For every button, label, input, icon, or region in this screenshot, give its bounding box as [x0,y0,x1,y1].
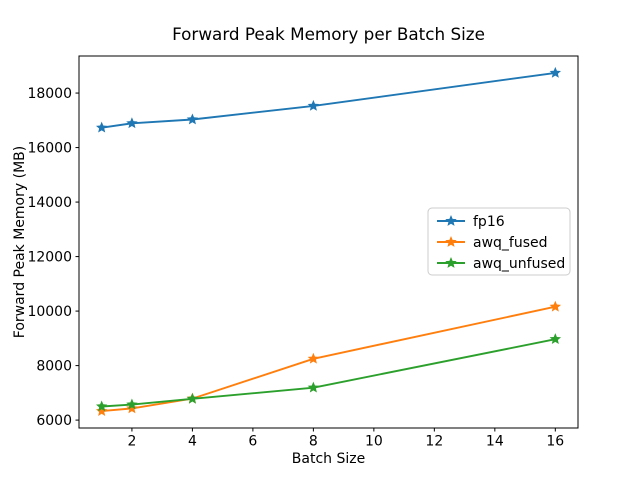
data-point-marker-fp16 [549,66,562,78]
data-point-marker-awq_fused [95,405,108,416]
y-axis-label: Forward Peak Memory (MB) [12,146,28,338]
legend-label-awq_fused: awq_fused [473,235,548,251]
legend-label-fp16: fp16 [473,214,505,230]
y-tick-label: 16000 [27,141,72,157]
data-point-marker-awq_unfused [186,392,199,404]
series-line-awq_fused [100,305,557,413]
data-point-marker-awq_unfused [549,333,562,345]
plot-area: 2 4 6 8 10 12 14 16 6000 8000 10000 12000 14000 16000… [27,55,579,450]
legend-label-awq_unfused: awq_unfused [473,256,565,272]
x-tick-label: 2 [127,434,136,450]
data-point-marker-awq_unfused [126,398,138,410]
y-tick-label: 18000 [27,86,72,102]
y-tick-label: 14000 [27,195,72,211]
x-tick-label: 10 [365,434,383,450]
x-axis-label: Batch Size [292,451,365,467]
legend-marker-awq_fused [445,236,457,247]
legend: fp16 awq_fused awq_unfused [427,207,571,276]
y-tick-label: 12000 [27,250,72,266]
y-tick-label: 10000 [27,304,72,320]
y-tick-label: 8000 [36,359,72,375]
x-tick-label: 6 [248,434,257,450]
data-point-marker-awq_unfused [307,381,320,393]
axes-spines [78,55,579,429]
data-point-marker-awq_unfused [95,400,108,412]
legend-marker-fp16 [445,215,457,226]
legend-marker-awq_unfused [445,257,457,268]
x-tick-label: 4 [188,434,197,450]
x-tick-label: 12 [425,434,443,450]
data-point-marker-awq_fused [307,352,320,364]
chart-title: Forward Peak Memory per Batch Size [172,24,485,44]
series-line-fp16 [100,71,557,129]
data-point-marker-fp16 [95,121,108,133]
data-point-marker-fp16 [186,113,199,125]
series-line-awq_unfused [100,338,557,408]
data-point-marker-awq_fused [549,300,562,312]
y-tick-label: 6000 [36,413,72,429]
legend-box [427,207,571,276]
data-point-marker-fp16 [126,117,138,129]
x-tick-label: 8 [309,434,318,450]
x-tick-label: 14 [486,434,504,450]
x-tick-label: 16 [546,434,564,450]
data-point-marker-awq_fused [126,402,138,414]
data-point-marker-fp16 [307,99,320,111]
